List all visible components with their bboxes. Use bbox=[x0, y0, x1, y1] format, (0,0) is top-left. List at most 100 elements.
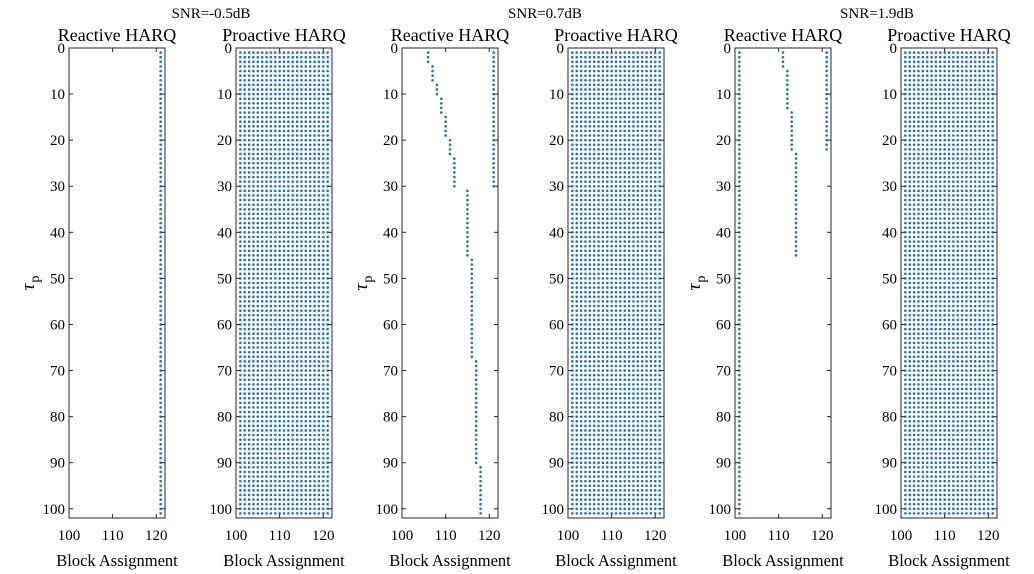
data-point bbox=[610, 148, 613, 151]
data-point bbox=[300, 88, 303, 91]
data-point bbox=[575, 378, 579, 382]
data-point bbox=[636, 143, 640, 147]
y-tick-label: 30 bbox=[549, 179, 564, 195]
data-point bbox=[300, 129, 303, 133]
data-point bbox=[278, 360, 281, 363]
data-point bbox=[282, 129, 286, 133]
data-point bbox=[904, 438, 907, 441]
data-point bbox=[256, 254, 260, 257]
data-point bbox=[605, 336, 609, 340]
data-point bbox=[904, 134, 907, 137]
data-point bbox=[601, 92, 605, 96]
data-point bbox=[601, 244, 605, 248]
data-point bbox=[295, 235, 299, 239]
data-point bbox=[300, 369, 303, 372]
data-point bbox=[492, 161, 495, 165]
data-point bbox=[619, 313, 622, 317]
data-point bbox=[321, 502, 325, 506]
data-point bbox=[825, 101, 828, 105]
data-point bbox=[597, 125, 600, 128]
data-point bbox=[243, 332, 247, 335]
data-point bbox=[825, 138, 828, 142]
data-point bbox=[308, 171, 312, 174]
data-point bbox=[575, 194, 579, 197]
data-point bbox=[308, 258, 312, 262]
data-point bbox=[269, 498, 273, 501]
data-point bbox=[260, 212, 264, 216]
data-point bbox=[649, 355, 653, 359]
data-point bbox=[601, 175, 605, 179]
data-point bbox=[658, 442, 661, 446]
data-point bbox=[579, 507, 583, 511]
data-point bbox=[243, 258, 247, 262]
data-point bbox=[159, 125, 162, 128]
data-point bbox=[159, 369, 162, 372]
data-point bbox=[601, 360, 605, 363]
data-point bbox=[640, 161, 644, 165]
data-point bbox=[317, 507, 321, 511]
data-point bbox=[321, 152, 325, 156]
data-point bbox=[282, 184, 286, 188]
data-point bbox=[159, 355, 162, 359]
data-point bbox=[313, 180, 316, 183]
data-point bbox=[619, 392, 622, 395]
data-point bbox=[653, 249, 657, 253]
data-point bbox=[592, 143, 596, 147]
data-point bbox=[636, 157, 640, 160]
data-point bbox=[321, 479, 325, 483]
x-tick-label: 120 bbox=[811, 528, 834, 544]
data-point bbox=[610, 194, 613, 197]
data-point bbox=[247, 111, 251, 114]
data-point bbox=[605, 498, 609, 501]
data-point bbox=[291, 360, 295, 363]
data-point bbox=[632, 203, 635, 206]
data-point bbox=[308, 336, 312, 340]
data-point bbox=[904, 489, 907, 492]
data-point bbox=[632, 415, 635, 418]
data-point bbox=[571, 336, 574, 340]
data-point bbox=[247, 350, 251, 354]
data-point bbox=[474, 452, 478, 455]
data-point bbox=[632, 313, 635, 317]
data-point bbox=[295, 138, 299, 142]
data-point bbox=[653, 360, 657, 363]
data-point bbox=[287, 166, 290, 170]
data-point bbox=[291, 134, 295, 137]
data-point bbox=[794, 157, 798, 160]
y-tick-label: 100 bbox=[210, 502, 233, 518]
data-point bbox=[239, 134, 242, 137]
data-point bbox=[278, 383, 281, 386]
data-point bbox=[592, 171, 596, 174]
data-point bbox=[623, 502, 627, 506]
data-point bbox=[273, 92, 277, 96]
data-point bbox=[640, 171, 644, 174]
data-point bbox=[738, 106, 741, 110]
data-point bbox=[159, 429, 162, 432]
data-point bbox=[579, 263, 583, 266]
data-point bbox=[575, 327, 579, 331]
data-point bbox=[584, 120, 587, 124]
data-point bbox=[282, 466, 286, 469]
data-point bbox=[658, 148, 661, 151]
data-point bbox=[273, 221, 277, 225]
data-point bbox=[159, 51, 162, 54]
data-point bbox=[619, 83, 622, 87]
data-point bbox=[605, 424, 609, 428]
data-point bbox=[239, 300, 242, 303]
data-point bbox=[645, 249, 648, 253]
data-point bbox=[159, 129, 162, 133]
data-point bbox=[649, 313, 653, 317]
data-point bbox=[597, 166, 600, 170]
data-point bbox=[904, 484, 907, 488]
data-point bbox=[313, 267, 316, 271]
data-point bbox=[610, 258, 613, 262]
data-point bbox=[649, 475, 653, 478]
data-point bbox=[466, 249, 469, 253]
data-point bbox=[636, 69, 640, 73]
data-point bbox=[584, 272, 587, 276]
data-point bbox=[579, 410, 583, 414]
data-point bbox=[653, 194, 657, 197]
data-point bbox=[308, 217, 312, 220]
data-point bbox=[575, 272, 579, 276]
data-point bbox=[904, 364, 907, 368]
